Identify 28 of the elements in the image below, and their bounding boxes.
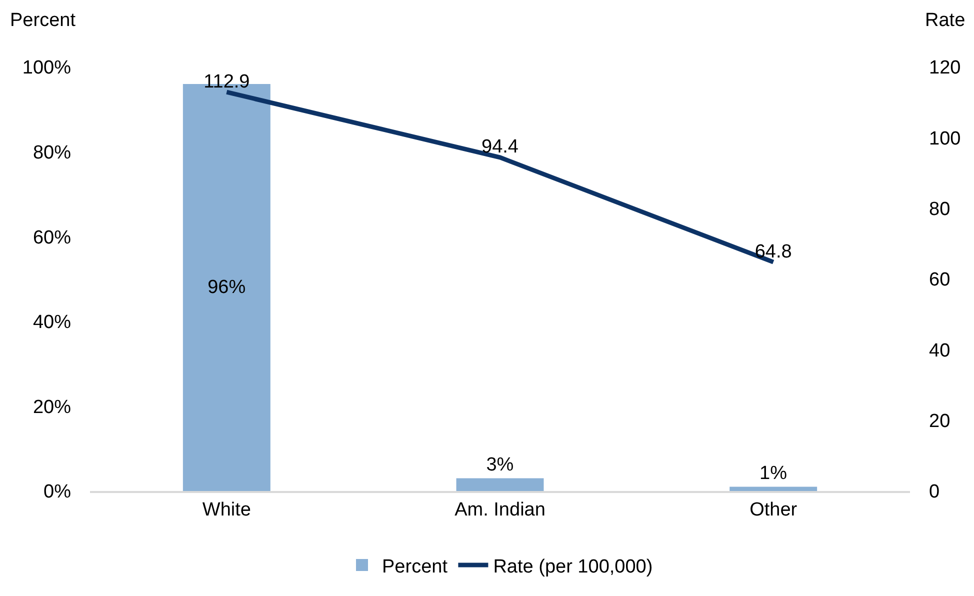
y2-tick-label: 20 [929, 410, 950, 432]
y-tick-label: 80% [32, 142, 72, 164]
data-label: 64.8 [754, 241, 792, 262]
data-label: 1% [760, 462, 788, 484]
x-tick-label: Am. Indian [454, 500, 546, 521]
y-tick-label: 40% [32, 312, 72, 334]
y2-tick-label: 120 [929, 58, 961, 79]
legend-label: Percent [382, 556, 448, 578]
data-label: 112.9 [204, 71, 250, 92]
bar [456, 478, 544, 491]
bar [730, 486, 818, 491]
data-label: 3% [486, 454, 514, 476]
y2-tick-label: 80 [929, 198, 950, 220]
y2-tick-label: 100 [929, 128, 961, 150]
y-axis-title: Percent [10, 10, 76, 31]
data-label: 94.4 [482, 136, 519, 158]
y-tick-label: 20% [32, 396, 72, 418]
x-tick-label: White [202, 500, 251, 521]
data-label: 96% [208, 276, 246, 298]
x-tick-label: Other [750, 500, 798, 521]
y-tick-label: 0% [44, 482, 72, 503]
y-tick-label: 60% [32, 227, 72, 248]
y2-tick-label: 60 [929, 270, 950, 291]
y2-axis-title: Rate [925, 10, 966, 31]
legend-label: Rate (per 100,000) [493, 556, 653, 578]
y2-tick-label: 0 [929, 482, 940, 503]
y2-tick-label: 40 [929, 340, 950, 362]
y-tick-label: 100% [22, 58, 72, 79]
